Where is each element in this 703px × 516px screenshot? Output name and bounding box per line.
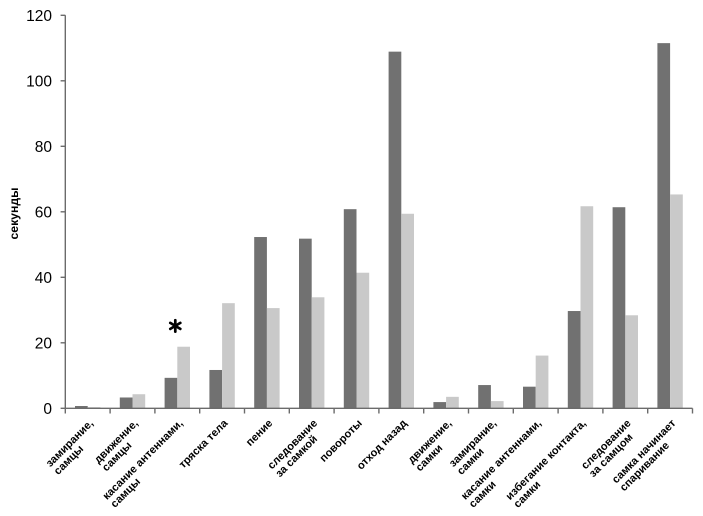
svg-text:40: 40 (35, 270, 53, 287)
svg-text:секунды: секунды (7, 188, 21, 240)
svg-text:20: 20 (35, 336, 53, 353)
svg-text:60: 60 (35, 205, 53, 222)
svg-text:80: 80 (35, 139, 53, 156)
svg-text:0: 0 (43, 401, 52, 418)
svg-text:100: 100 (26, 74, 52, 91)
svg-text:120: 120 (26, 8, 52, 25)
